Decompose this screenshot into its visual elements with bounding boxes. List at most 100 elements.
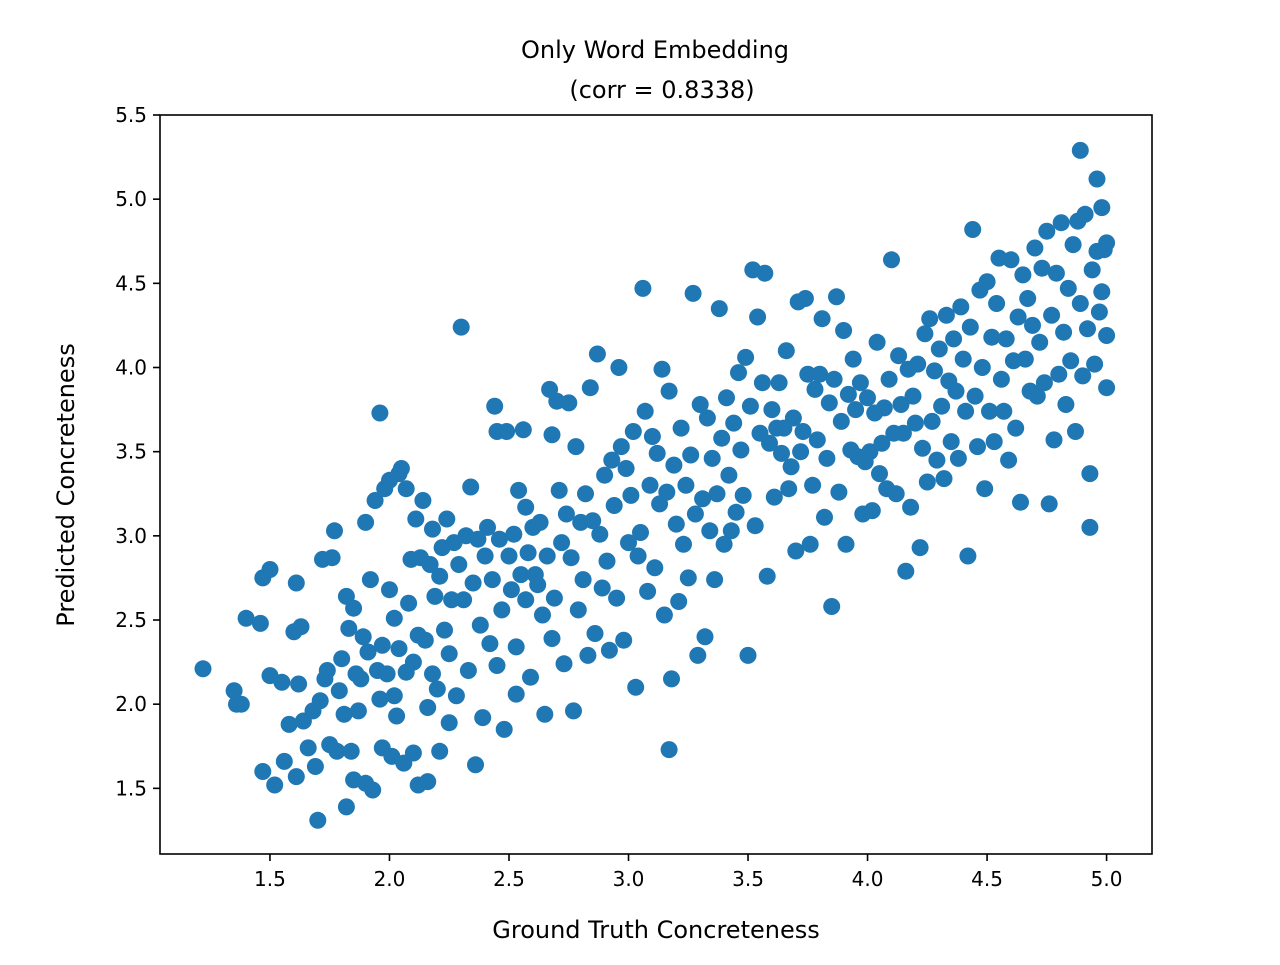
y-tick-label: 3.5 [115, 440, 147, 464]
scatter-point [419, 699, 437, 716]
scatter-point [823, 598, 841, 615]
scatter-point [832, 412, 850, 430]
y-tick-label: 4.0 [115, 356, 147, 380]
scatter-point [381, 581, 398, 599]
scatter-point [641, 476, 659, 494]
scatter-point [1090, 303, 1108, 321]
scatter-point [529, 576, 547, 594]
scatter-point [1000, 451, 1018, 469]
y-tick-label: 5.5 [115, 103, 147, 127]
y-tick-label: 2.0 [115, 692, 147, 716]
scatter-point [765, 488, 783, 506]
scatter-point [770, 374, 788, 392]
x-tick-label: 3.5 [732, 867, 764, 891]
scatter-point [782, 458, 800, 476]
scatter-point [897, 562, 915, 580]
scatter-point [868, 333, 886, 351]
scatter-point [701, 522, 719, 540]
scatter-point [734, 486, 752, 504]
scatter-point [400, 594, 418, 612]
scatter-point [679, 569, 697, 587]
scatter-point [287, 574, 305, 592]
scatter-point [911, 539, 929, 557]
scatter-point [811, 365, 829, 383]
scatter-point [1007, 419, 1025, 437]
scatter-point [658, 483, 676, 501]
scatter-point [514, 421, 532, 439]
scatter-point [553, 534, 571, 552]
scatter-point [299, 739, 317, 757]
scatter-point [584, 512, 602, 530]
scatter-point [957, 402, 975, 420]
scatter-point [665, 456, 683, 474]
scatter-point [364, 781, 382, 799]
scatter-point [1047, 264, 1065, 282]
scatter-point [830, 483, 848, 501]
scatter-point [739, 646, 757, 664]
scatter-point [1076, 205, 1094, 223]
scatter-point [428, 680, 446, 698]
scatter-point [562, 549, 580, 567]
scatter-point [894, 424, 912, 442]
scatter-point [937, 306, 955, 324]
scatter-point [1074, 367, 1092, 385]
scatter-point [1064, 236, 1082, 254]
scatter-point [677, 476, 695, 494]
scatter-point [698, 409, 716, 427]
scatter-point [1098, 234, 1116, 252]
scatter-point [345, 599, 363, 617]
scatter-point [447, 687, 465, 705]
scatter-point [914, 439, 931, 457]
scatter-point [275, 752, 293, 770]
scatter-point [560, 394, 578, 412]
scatter-point [593, 579, 611, 597]
scatter-point [909, 355, 927, 373]
scatter-point [949, 449, 967, 467]
scatter-point [608, 589, 626, 607]
scatter-point [440, 714, 458, 732]
scatter-point [753, 374, 771, 392]
scatter-point [591, 525, 609, 543]
scatter-point [954, 350, 972, 368]
scatter-point [471, 616, 489, 634]
scatter-point [366, 492, 384, 509]
scatter-point [498, 423, 516, 440]
scatter-point [565, 702, 582, 720]
scatter-point [904, 387, 922, 405]
scatter-point [875, 399, 893, 417]
scatter-point [863, 502, 881, 520]
scatter-point [194, 660, 212, 678]
scatter-point [390, 640, 408, 658]
scatter-point [557, 505, 575, 523]
scatter-point [720, 466, 738, 484]
scatter-point [1012, 493, 1029, 511]
scatter-point [653, 360, 671, 378]
scatter-point [615, 631, 633, 649]
scatter-point [1033, 259, 1051, 277]
scatter-point [961, 318, 979, 336]
y-tick-label: 4.5 [115, 271, 147, 295]
scatter-point [323, 549, 341, 567]
scatter-point [985, 433, 1003, 451]
scatter-point [923, 412, 941, 430]
scatter-point [703, 449, 721, 467]
scatter-point [421, 556, 439, 573]
scatter-point [988, 295, 1006, 312]
scatter-point [1098, 379, 1116, 397]
scatter-point [467, 756, 484, 774]
scatter-point [1081, 518, 1099, 536]
scatter-point [710, 300, 728, 318]
scatter-point [340, 619, 358, 637]
scatter-point [880, 370, 898, 388]
scatter-point [792, 443, 810, 461]
y-tick-label: 1.5 [115, 776, 147, 800]
scatter-point [1098, 327, 1116, 344]
scatter-point [543, 426, 561, 444]
scatter-point [493, 601, 511, 619]
y-axis-title: Predicted Concreteness [52, 343, 80, 626]
scatter-point [225, 682, 243, 700]
scatter-point [787, 542, 805, 560]
scatter-point [600, 641, 618, 659]
scatter-point [794, 423, 812, 440]
scatter-point [404, 653, 422, 671]
